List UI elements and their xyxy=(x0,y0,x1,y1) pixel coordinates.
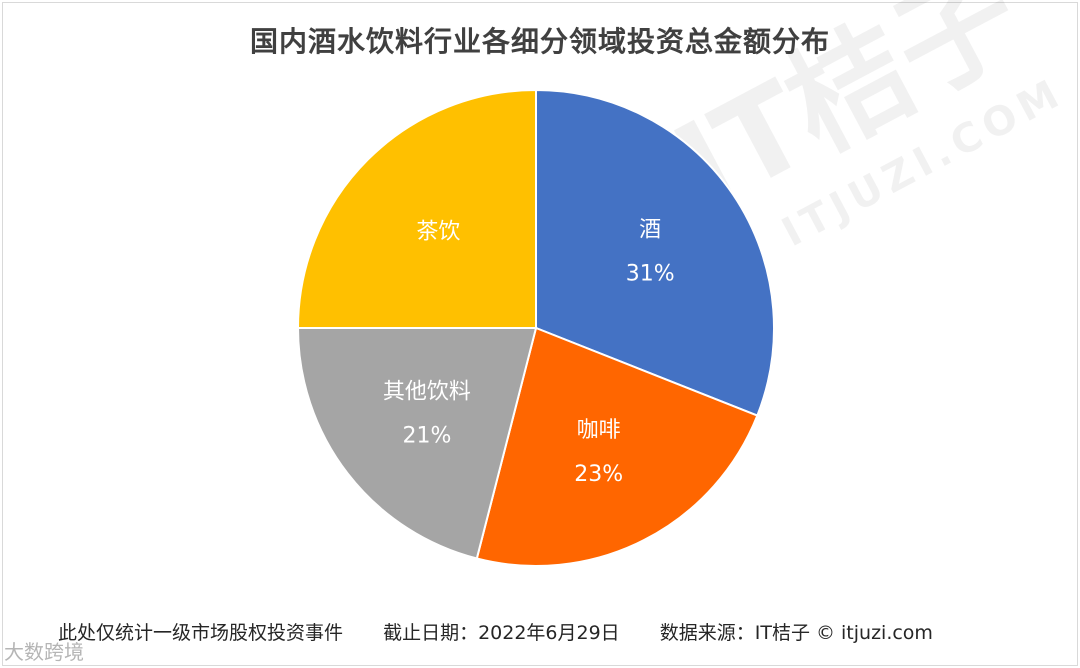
pie-slice-kafei xyxy=(475,326,759,567)
footer-note: 此处仅统计一级市场股权投资事件 xyxy=(58,622,344,644)
slice-label-jiu: 酒 xyxy=(639,217,661,242)
slice-value-qita: 21% xyxy=(402,424,451,449)
footer-source: 数据来源：IT桔子 © itjuzi.com xyxy=(659,622,933,644)
slice-value-jiu: 31% xyxy=(626,261,675,286)
slice-label-kafei: 咖啡 xyxy=(577,418,621,443)
brand-watermark: 大数跨境 xyxy=(4,640,84,664)
pie-slice-jiu xyxy=(535,88,775,417)
pie-slice-qita xyxy=(296,327,538,560)
chart-title: 国内酒水饮料行业各细分领域投资总金额分布 xyxy=(249,25,830,58)
pie-slice-chayin xyxy=(296,88,537,329)
slice-label-chayin: 茶饮 xyxy=(416,219,460,244)
slice-label-qita: 其他饮料 xyxy=(383,380,471,405)
footer-date: 截止日期：2022年6月29日 xyxy=(383,622,620,644)
footer: 此处仅统计一级市场股权投资事件 截止日期：2022年6月29日 数据来源：IT桔… xyxy=(58,618,967,645)
slice-value-kafei: 23% xyxy=(574,462,623,487)
